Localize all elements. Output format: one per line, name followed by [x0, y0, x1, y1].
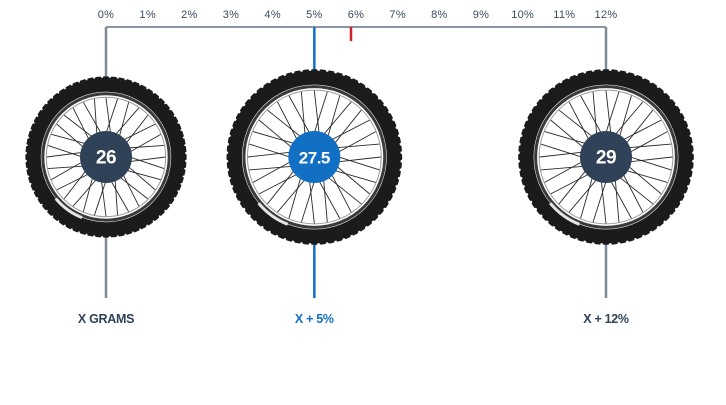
- scale-tick-label: 2%: [181, 9, 198, 21]
- rim-inner: [246, 89, 382, 225]
- wheel-size-label: 26: [96, 148, 116, 169]
- scale-tick-label: 7%: [389, 9, 406, 21]
- tire: [227, 70, 401, 244]
- rim-inner: [45, 96, 167, 218]
- scale-tick-label: 11%: [553, 9, 576, 21]
- scale-tick-label: 4%: [264, 9, 281, 21]
- tire: [26, 77, 186, 237]
- wheel-1: 27.5: [226, 27, 403, 298]
- wheel-0: 26: [25, 27, 187, 298]
- scale-tick-label: 9%: [472, 9, 490, 21]
- wheel-weight-caption: X + 12%: [583, 312, 629, 326]
- scale-tick-label: 8%: [431, 9, 448, 21]
- wheel-size-badge: [580, 131, 632, 183]
- scale-tick-label: 6%: [347, 9, 365, 21]
- wheel-size-label: 29: [596, 148, 616, 169]
- wheel-size-badge: [80, 131, 132, 183]
- rim-highlight: [257, 202, 289, 226]
- tire: [519, 70, 693, 244]
- wheel-2: 29: [518, 27, 694, 298]
- scale-tick-label: 1%: [139, 9, 156, 21]
- scale-tick-label: 10%: [511, 9, 535, 21]
- wheel-size-label: 27.5: [299, 149, 330, 168]
- rim-highlight: [54, 197, 83, 220]
- rim-inner: [538, 89, 674, 225]
- wheel-weight-caption: X GRAMS: [77, 312, 135, 326]
- wheel-weight-caption: X + 5%: [294, 312, 334, 326]
- rim-highlight: [549, 202, 580, 226]
- scale-tick-label: 12%: [594, 9, 618, 21]
- wheel-size-badge: [288, 131, 341, 183]
- scale-tick-label: 0%: [97, 9, 115, 21]
- scale-tick-label: 3%: [222, 9, 240, 21]
- scale-tick-label: 5%: [306, 9, 323, 21]
